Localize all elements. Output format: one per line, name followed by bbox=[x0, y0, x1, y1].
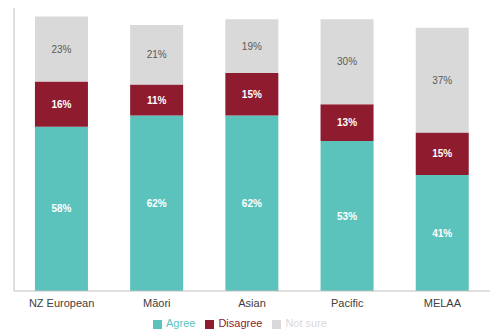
svg-text:37%: 37% bbox=[432, 75, 452, 86]
svg-text:Asian: Asian bbox=[238, 297, 266, 309]
svg-text:19%: 19% bbox=[242, 41, 262, 52]
svg-text:15%: 15% bbox=[242, 89, 262, 100]
html-text:Not sure: Not sure bbox=[285, 317, 327, 329]
svg-text:62%: 62% bbox=[147, 198, 167, 209]
html-text:Agree: Agree bbox=[166, 317, 196, 329]
svg-text:Māori: Māori bbox=[143, 297, 171, 309]
svg-text:58%: 58% bbox=[51, 203, 71, 214]
svg-text:53%: 53% bbox=[337, 211, 357, 222]
svg-text:21%: 21% bbox=[147, 49, 167, 60]
svg-text:15%: 15% bbox=[432, 148, 452, 159]
svg-text:13%: 13% bbox=[337, 117, 357, 128]
svg-text:41%: 41% bbox=[432, 228, 452, 239]
html-text:Disagree: Disagree bbox=[218, 317, 263, 329]
svg-text:62%: 62% bbox=[242, 198, 262, 209]
svg-text:NZ European: NZ European bbox=[29, 297, 94, 309]
svg-text:11%: 11% bbox=[147, 95, 167, 106]
svg-text:Pacific: Pacific bbox=[331, 297, 364, 309]
svg-text:23%: 23% bbox=[51, 44, 71, 55]
svg-text:30%: 30% bbox=[337, 56, 357, 67]
svg-text:16%: 16% bbox=[51, 99, 71, 110]
svg-text:MELAA: MELAA bbox=[424, 297, 462, 309]
